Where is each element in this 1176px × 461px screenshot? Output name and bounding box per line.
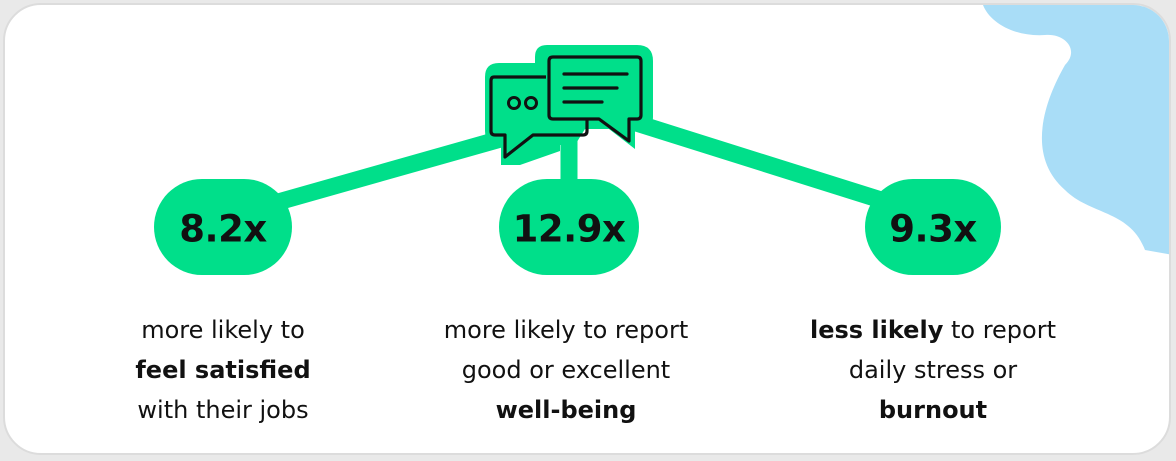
diagram-graphics: [154, 5, 1169, 275]
desc-line-bold: burnout: [878, 396, 988, 424]
desc-line-bold: feel satisfied: [135, 356, 311, 384]
pill-8-2x: [154, 179, 292, 275]
pill-12-9x: [499, 179, 639, 275]
desc-line: more likely to report: [443, 316, 689, 344]
stats-card: 8.2x 12.9x 9.3x more likely to feel sati…: [3, 3, 1171, 455]
stat-value-burnout: 9.3x: [889, 207, 977, 251]
desc-line: with their jobs: [137, 396, 309, 424]
chat-bubbles-icon: [485, 45, 653, 165]
stat-description-burnout: less likely to report daily stress or bu…: [773, 310, 1093, 430]
stat-value-wellbeing: 12.9x: [512, 207, 626, 251]
desc-line: good or excellent: [461, 356, 671, 384]
value-pills: [154, 179, 1001, 275]
desc-span: to report: [943, 316, 1056, 344]
stat-description-wellbeing: more likely to report good or excellent …: [406, 310, 726, 430]
decorative-blob: [983, 5, 1169, 255]
stat-value-satisfied: 8.2x: [179, 207, 267, 251]
desc-line-bold: well-being: [495, 396, 637, 424]
pill-9-3x: [865, 179, 1001, 275]
desc-line: daily stress or: [848, 356, 1018, 384]
desc-line: more likely to: [141, 316, 305, 344]
stat-description-satisfied: more likely to feel satisfied with their…: [63, 310, 383, 430]
desc-line: less likely to report: [773, 310, 1093, 350]
desc-bold-span: less likely: [809, 316, 944, 344]
